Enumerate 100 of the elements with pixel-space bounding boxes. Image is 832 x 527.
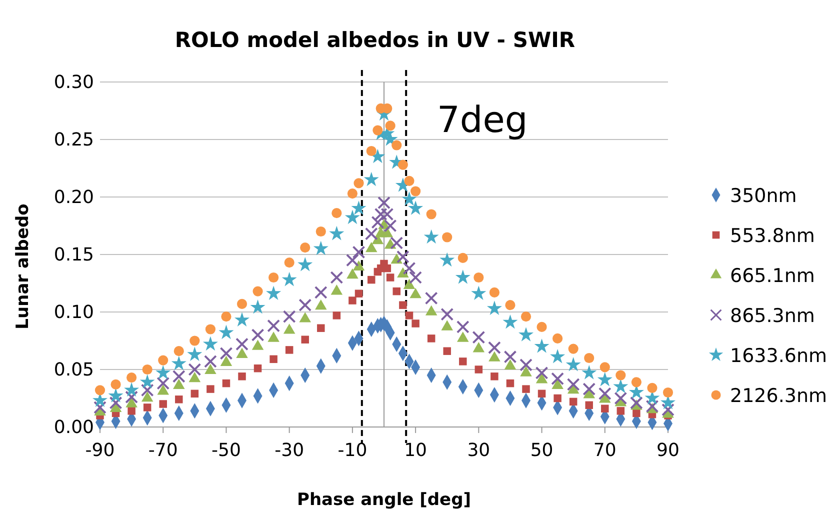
- point: [380, 208, 394, 221]
- point: [520, 358, 532, 372]
- point: [141, 391, 154, 402]
- point: [348, 296, 356, 304]
- point: [352, 260, 365, 271]
- x-tick-label: 30: [467, 440, 490, 461]
- point: [504, 350, 517, 364]
- point: [330, 284, 343, 295]
- point: [366, 146, 376, 156]
- point: [409, 271, 422, 284]
- point: [140, 374, 155, 389]
- point: [109, 396, 122, 410]
- x-tick-label: 50: [530, 440, 554, 461]
- point: [457, 332, 469, 342]
- point: [630, 396, 643, 410]
- point: [332, 312, 341, 320]
- point: [504, 359, 516, 370]
- point: [397, 267, 409, 278]
- point: [221, 312, 232, 322]
- point: [488, 341, 501, 354]
- point: [410, 186, 421, 196]
- point: [455, 270, 470, 284]
- point: [399, 301, 407, 309]
- point: [142, 364, 152, 375]
- point: [190, 390, 199, 398]
- point: [282, 272, 297, 286]
- point: [374, 208, 388, 221]
- point: [472, 330, 486, 344]
- point: [344, 210, 360, 224]
- point: [440, 252, 455, 267]
- point: [222, 379, 230, 388]
- point: [551, 372, 564, 386]
- point: [598, 387, 612, 400]
- point: [126, 372, 137, 383]
- x-tick-label: 10: [404, 440, 428, 461]
- x-tick-label: 70: [593, 440, 616, 461]
- point: [346, 268, 358, 279]
- point: [94, 400, 106, 414]
- point: [347, 188, 358, 199]
- point: [156, 376, 170, 390]
- point: [124, 382, 140, 397]
- point: [330, 271, 344, 284]
- point: [490, 372, 498, 380]
- point: [600, 362, 610, 372]
- point: [125, 390, 138, 404]
- point: [301, 336, 309, 344]
- point: [204, 364, 216, 374]
- point: [267, 319, 280, 332]
- point: [472, 342, 485, 352]
- point: [440, 308, 454, 321]
- point: [646, 400, 659, 413]
- legend-label: 2126.3nm: [730, 385, 828, 407]
- point: [110, 379, 121, 390]
- point: [486, 300, 502, 315]
- y-axis-title: Lunar albedo: [13, 204, 33, 330]
- point: [488, 351, 500, 362]
- point: [616, 370, 626, 380]
- point: [631, 377, 642, 388]
- y-tick-label: 0.00: [54, 416, 94, 438]
- point: [205, 324, 216, 334]
- point: [616, 407, 625, 415]
- point: [554, 394, 562, 402]
- point: [300, 242, 310, 253]
- point: [157, 384, 169, 395]
- point: [332, 208, 342, 218]
- point: [187, 346, 202, 361]
- point: [206, 385, 214, 393]
- point: [662, 387, 674, 398]
- point: [566, 378, 580, 391]
- point: [298, 298, 312, 312]
- point: [218, 324, 234, 340]
- point: [234, 312, 250, 326]
- point: [396, 250, 410, 264]
- point: [443, 347, 451, 355]
- point: [568, 344, 578, 354]
- point: [426, 209, 436, 220]
- point: [313, 240, 328, 256]
- x-tick-label: -50: [212, 440, 241, 461]
- point: [108, 388, 124, 402]
- point: [317, 324, 325, 332]
- point: [128, 407, 136, 415]
- point: [398, 160, 408, 170]
- point: [520, 312, 532, 322]
- point: [402, 262, 416, 275]
- point: [188, 363, 202, 376]
- point: [536, 322, 547, 332]
- point: [456, 320, 470, 334]
- legend-label: 350nm: [730, 185, 797, 207]
- x-tick-label: -70: [148, 440, 178, 461]
- point: [538, 390, 546, 398]
- point: [427, 334, 436, 342]
- point: [582, 365, 597, 380]
- point: [408, 200, 424, 215]
- point: [442, 232, 452, 242]
- point: [346, 254, 359, 267]
- chart-title: ROLO model albedos in UV - SWIR: [174, 28, 576, 52]
- point: [471, 286, 486, 300]
- point: [364, 227, 378, 240]
- point: [351, 200, 366, 215]
- point: [171, 356, 186, 370]
